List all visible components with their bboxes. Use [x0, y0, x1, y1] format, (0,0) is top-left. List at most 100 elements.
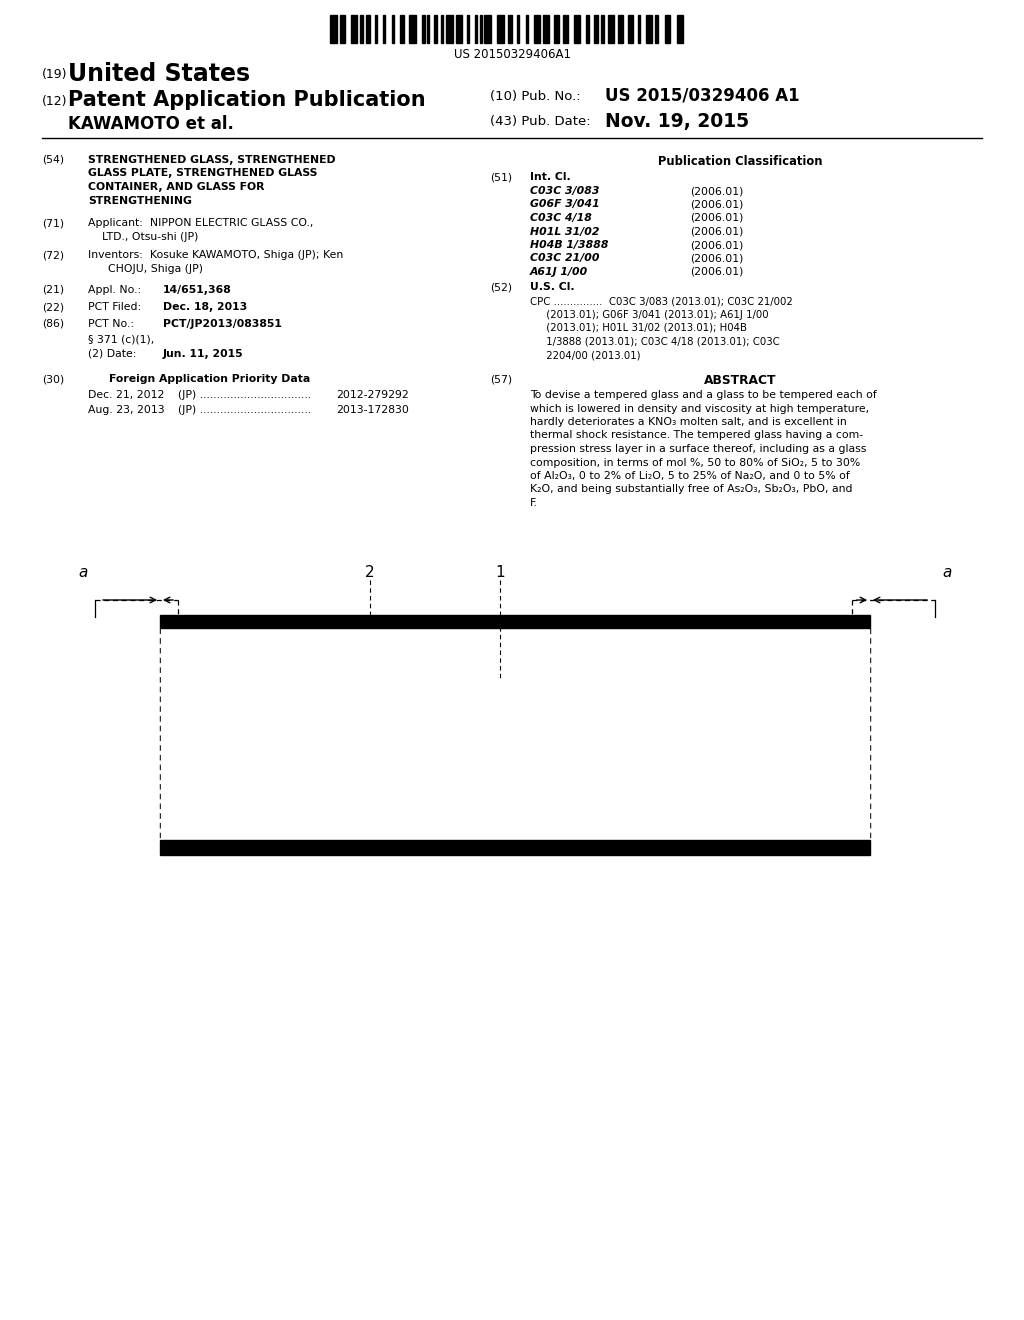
Bar — [535, 15, 540, 44]
Text: § 371 (c)(1),: § 371 (c)(1), — [88, 335, 155, 345]
Bar — [434, 15, 436, 44]
Text: CONTAINER, AND GLASS FOR: CONTAINER, AND GLASS FOR — [88, 182, 264, 191]
Bar — [456, 15, 462, 44]
Bar — [563, 15, 568, 44]
Text: Appl. No.:: Appl. No.: — [88, 285, 141, 294]
Text: (51): (51) — [490, 172, 512, 182]
Text: PCT No.:: PCT No.: — [88, 319, 134, 329]
Text: PCT Filed:: PCT Filed: — [88, 302, 141, 312]
Text: Int. Cl.: Int. Cl. — [530, 172, 570, 182]
Text: C03C 21/00: C03C 21/00 — [530, 253, 599, 264]
Text: (2006.01): (2006.01) — [690, 213, 743, 223]
Bar — [498, 15, 504, 44]
Bar — [517, 15, 519, 44]
Bar — [467, 15, 469, 44]
Bar — [160, 615, 870, 628]
Text: 2013-172830: 2013-172830 — [336, 405, 409, 414]
Bar — [554, 15, 559, 44]
Bar — [423, 15, 425, 44]
Text: (2006.01): (2006.01) — [690, 186, 743, 195]
Bar — [383, 15, 385, 44]
Bar — [543, 15, 549, 44]
Text: (72): (72) — [42, 249, 65, 260]
Bar — [608, 15, 613, 44]
Bar — [475, 15, 477, 44]
Text: H01L 31/02: H01L 31/02 — [530, 227, 599, 236]
Text: (19): (19) — [42, 69, 68, 81]
Text: 2012-279292: 2012-279292 — [336, 389, 409, 400]
Bar — [677, 15, 683, 44]
Text: (30): (30) — [42, 374, 65, 384]
Text: H04B 1/3888: H04B 1/3888 — [530, 240, 608, 249]
Text: thermal shock resistance. The tempered glass having a com-: thermal shock resistance. The tempered g… — [530, 430, 863, 441]
Text: (2013.01); G06F 3/041 (2013.01); A61J 1/00: (2013.01); G06F 3/041 (2013.01); A61J 1/… — [530, 309, 769, 319]
Text: (12): (12) — [42, 95, 68, 108]
Bar — [410, 15, 416, 44]
Bar — [484, 15, 490, 44]
Bar — [399, 15, 403, 44]
Bar — [508, 15, 512, 44]
Bar — [392, 15, 394, 44]
Bar — [330, 15, 337, 44]
Text: United States: United States — [68, 62, 250, 86]
Text: (52): (52) — [490, 282, 512, 292]
Bar — [446, 15, 453, 44]
Bar — [480, 15, 482, 44]
Text: 2: 2 — [366, 565, 375, 579]
Text: C03C 4/18: C03C 4/18 — [530, 213, 592, 223]
Bar — [665, 15, 671, 44]
Text: PCT/JP2013/083851: PCT/JP2013/083851 — [163, 319, 282, 329]
Text: (54): (54) — [42, 154, 65, 165]
Text: 2204/00 (2013.01): 2204/00 (2013.01) — [530, 350, 641, 360]
Text: Publication Classification: Publication Classification — [657, 154, 822, 168]
Bar — [655, 15, 658, 44]
Text: US 2015/0329406 A1: US 2015/0329406 A1 — [605, 87, 800, 106]
Text: Foreign Application Priority Data: Foreign Application Priority Data — [110, 374, 310, 384]
Bar — [340, 15, 345, 44]
Bar — [628, 15, 634, 44]
Text: Aug. 23, 2013: Aug. 23, 2013 — [88, 405, 165, 414]
Text: 1: 1 — [496, 565, 505, 579]
Text: STRENGTHENING: STRENGTHENING — [88, 195, 191, 206]
Text: (21): (21) — [42, 285, 65, 294]
Bar — [525, 15, 528, 44]
Bar — [646, 15, 652, 44]
Text: 14/651,368: 14/651,368 — [163, 285, 231, 294]
Text: Patent Application Publication: Patent Application Publication — [68, 90, 426, 110]
Bar — [360, 15, 362, 44]
Text: (43) Pub. Date:: (43) Pub. Date: — [490, 115, 591, 128]
Text: Dec. 18, 2013: Dec. 18, 2013 — [163, 302, 247, 312]
Text: Jun. 11, 2015: Jun. 11, 2015 — [163, 348, 244, 359]
Bar — [375, 15, 377, 44]
Text: which is lowered in density and viscosity at high temperature,: which is lowered in density and viscosit… — [530, 404, 869, 413]
Text: (71): (71) — [42, 218, 65, 228]
Text: LTD., Otsu-shi (JP): LTD., Otsu-shi (JP) — [102, 231, 199, 242]
Bar — [441, 15, 443, 44]
Text: of Al₂O₃, 0 to 2% of Li₂O, 5 to 25% of Na₂O, and 0 to 5% of: of Al₂O₃, 0 to 2% of Li₂O, 5 to 25% of N… — [530, 471, 850, 480]
Bar — [427, 15, 429, 44]
Text: CHOJU, Shiga (JP): CHOJU, Shiga (JP) — [108, 264, 203, 273]
Text: Nov. 19, 2015: Nov. 19, 2015 — [605, 112, 750, 131]
Text: A61J 1/00: A61J 1/00 — [530, 267, 588, 277]
Text: (2006.01): (2006.01) — [690, 227, 743, 236]
Text: CPC ...............  C03C 3/083 (2013.01); C03C 21/002: CPC ............... C03C 3/083 (2013.01)… — [530, 296, 793, 306]
Text: GLASS PLATE, STRENGTHENED GLASS: GLASS PLATE, STRENGTHENED GLASS — [88, 169, 317, 178]
Text: Applicant:  NIPPON ELECTRIC GLASS CO.,: Applicant: NIPPON ELECTRIC GLASS CO., — [88, 218, 313, 228]
Bar — [366, 15, 371, 44]
Bar — [160, 840, 870, 855]
Bar — [350, 15, 357, 44]
Text: U.S. Cl.: U.S. Cl. — [530, 282, 574, 292]
Text: (2006.01): (2006.01) — [690, 199, 743, 210]
Text: C03C 3/083: C03C 3/083 — [530, 186, 599, 195]
Bar — [618, 15, 623, 44]
Text: KAWAMOTO et al.: KAWAMOTO et al. — [68, 115, 233, 133]
Text: STRENGTHENED GLASS, STRENGTHENED: STRENGTHENED GLASS, STRENGTHENED — [88, 154, 336, 165]
Text: (JP) .................................: (JP) ................................. — [178, 389, 311, 400]
Text: 1/3888 (2013.01); C03C 4/18 (2013.01); C03C: 1/3888 (2013.01); C03C 4/18 (2013.01); C… — [530, 337, 779, 346]
Text: pression stress layer in a surface thereof, including as a glass: pression stress layer in a surface there… — [530, 444, 866, 454]
Text: (2006.01): (2006.01) — [690, 240, 743, 249]
Text: a: a — [78, 565, 88, 579]
Text: G06F 3/041: G06F 3/041 — [530, 199, 600, 210]
Bar — [601, 15, 604, 44]
Text: To devise a tempered glass and a glass to be tempered each of: To devise a tempered glass and a glass t… — [530, 389, 877, 400]
